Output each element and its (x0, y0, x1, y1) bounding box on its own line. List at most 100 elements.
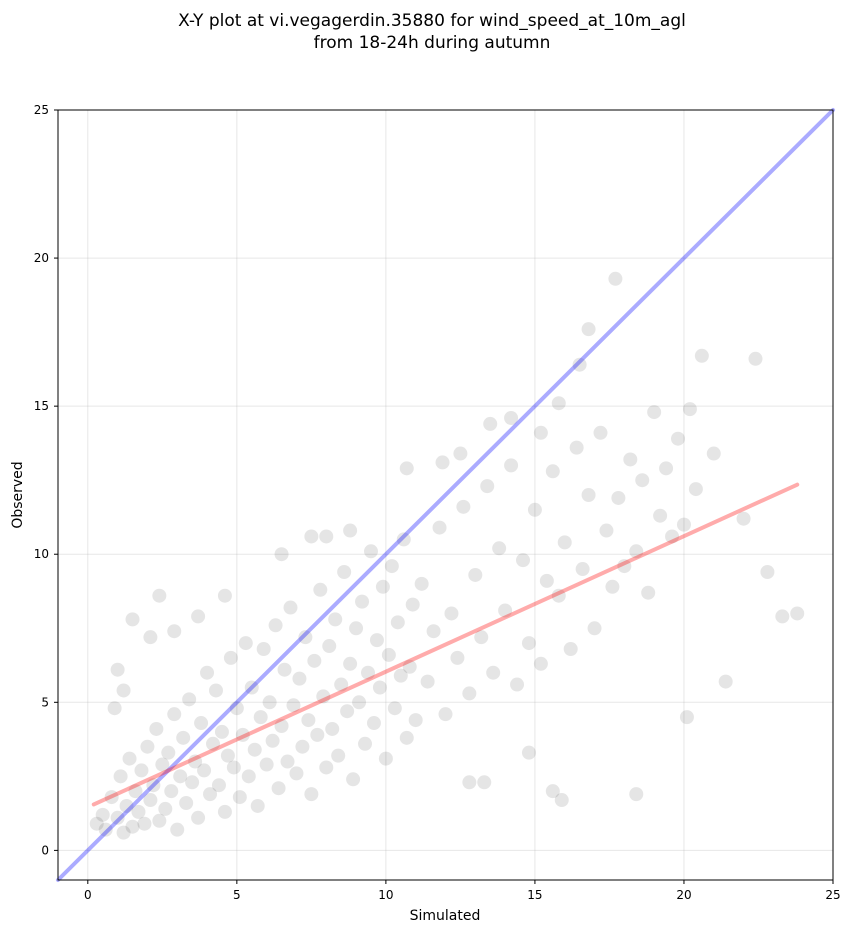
scatter-point (185, 775, 200, 790)
scatter-point (223, 650, 238, 665)
scatter-point (235, 727, 250, 742)
scatter-point (587, 621, 602, 636)
scatter-point (396, 532, 411, 547)
scatter-point (304, 787, 319, 802)
scatter-point (304, 529, 319, 544)
scatter-point (170, 822, 185, 837)
scatter-point (355, 594, 370, 609)
scatter-point (122, 751, 137, 766)
scatter-point (694, 348, 709, 363)
scatter-point (217, 804, 232, 819)
scatter-point (352, 695, 367, 710)
scatter-point (480, 479, 495, 494)
scatter-point (432, 520, 447, 535)
scatter-point (256, 642, 271, 656)
y-tick-label: 15 (34, 399, 49, 413)
scatter-point (268, 618, 283, 633)
scatter-point (361, 665, 375, 680)
scatter-point (149, 721, 164, 736)
scatter-point (214, 724, 229, 739)
scatter-point (581, 488, 596, 502)
scatter-point (617, 559, 632, 574)
y-tick-label: 5 (41, 695, 49, 709)
scatter-point (363, 544, 378, 559)
scatter-point (665, 529, 680, 544)
scatter-point (453, 446, 468, 461)
scatter-point (167, 624, 182, 639)
scatter-point (164, 784, 179, 799)
scatter-point (736, 511, 751, 526)
scatter-point (250, 798, 265, 813)
scatter-point (286, 698, 301, 713)
scatter-point (563, 642, 578, 656)
scatter-point (468, 567, 483, 582)
scatter-point (369, 633, 384, 648)
scatter-point (671, 431, 685, 446)
y-tick-label: 25 (34, 103, 49, 117)
scatter-point (143, 630, 158, 645)
scatter-point (483, 416, 498, 431)
scatter-point (611, 490, 626, 505)
scatter-point (748, 351, 763, 366)
scatter-point (533, 656, 548, 671)
scatter-point (262, 695, 277, 710)
scatter-point (182, 692, 197, 707)
scatter-point (381, 647, 396, 662)
scatter-point (200, 665, 215, 680)
scatter-point (384, 559, 399, 574)
ticks: 0 5 10 15 20 25 0 5 10 15 20 25 (34, 103, 841, 902)
scatter-point (152, 813, 167, 828)
scatter-point (474, 630, 489, 645)
scatter-point (217, 588, 232, 603)
y-tick-label: 10 (34, 547, 49, 561)
scatter-point (116, 683, 131, 698)
scatter-point (688, 482, 703, 497)
scatter-point (125, 819, 140, 834)
scatter-point (378, 751, 393, 766)
scatter-point (387, 701, 402, 716)
chart-title-line-1: X-Y plot at vi.vegagerdin.35880 for wind… (178, 11, 686, 31)
scatter-point (310, 727, 325, 742)
scatter-point (104, 790, 119, 805)
scatter-point (462, 775, 477, 790)
scatter-point (176, 730, 191, 745)
scatter-point (393, 668, 408, 683)
scatter-point (125, 612, 140, 627)
scatter-point (533, 425, 548, 440)
scatter-point (274, 547, 289, 562)
scatter-point (608, 271, 623, 286)
scatter-point (226, 760, 241, 775)
scatter-point (292, 671, 307, 686)
scatter-point (572, 357, 587, 372)
scatter-point (188, 754, 203, 769)
scatter-point (95, 807, 110, 822)
scatter-point (238, 636, 253, 651)
scatter-point (390, 615, 405, 630)
scatter-point (161, 745, 176, 760)
scatter-point (280, 754, 295, 769)
scatter-point (298, 630, 313, 645)
plot-frame (57, 109, 834, 881)
scatter-point (539, 573, 554, 588)
scatter-point (259, 757, 274, 772)
scatter-point (456, 499, 471, 514)
scatter-point (444, 606, 459, 621)
scatter-point (89, 816, 104, 831)
scatter-point (346, 772, 361, 787)
scatter-point (191, 609, 206, 624)
scatter-point (477, 775, 492, 790)
scatter-point (229, 701, 244, 716)
x-tick-label: 25 (825, 888, 840, 902)
y-axis-label: Observed (10, 461, 26, 528)
scatter-point (131, 804, 146, 819)
scatter-point (647, 405, 662, 420)
scatter-point (247, 742, 262, 757)
scatter-point (414, 576, 429, 591)
scatter-point (659, 461, 674, 476)
scatter-point (635, 473, 650, 488)
scatter-point (569, 440, 584, 455)
scatter-point (98, 822, 113, 837)
scatter-point (682, 402, 697, 417)
scatter-point (334, 677, 349, 692)
